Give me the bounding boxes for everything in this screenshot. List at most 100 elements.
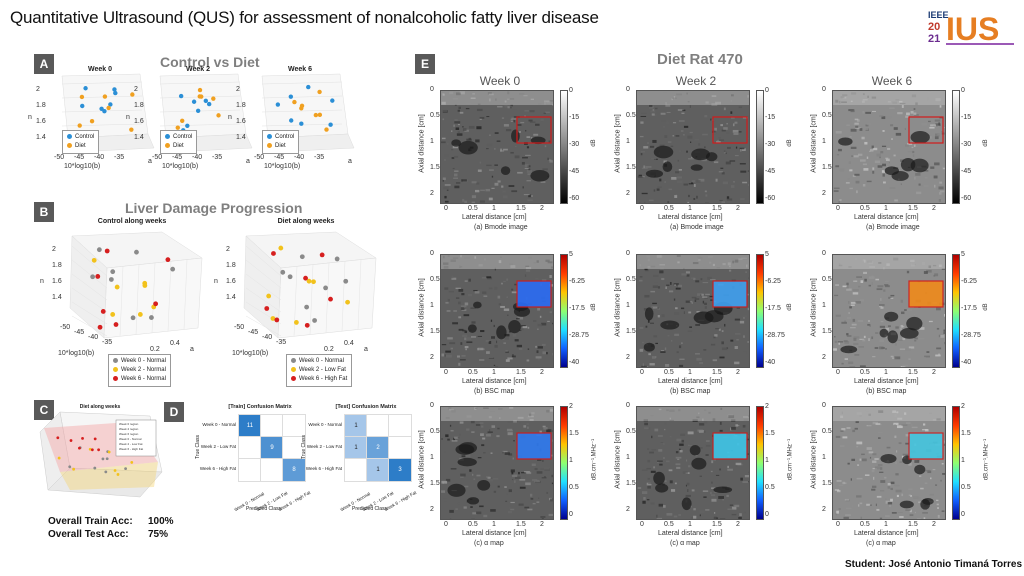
train-acc-label: Overall Train Acc: — [48, 516, 133, 527]
matrix-cell — [238, 458, 262, 482]
section-a-tag: A — [34, 54, 54, 74]
y-axis-label: True Class — [301, 435, 307, 459]
x-tick: 1.5 — [712, 521, 722, 528]
y-tick: 0.5 — [430, 112, 440, 119]
control-point — [306, 84, 311, 90]
control-point — [99, 106, 104, 111]
x-tick: -35 — [276, 339, 287, 346]
legend-entry: Week 0 - Normal — [291, 357, 347, 366]
row-class-label: Week 6 - High Fat — [199, 466, 236, 471]
colorbar-tick: -6.25 — [569, 278, 585, 285]
scatter3d-week-1: Week 2 Control Diet 2 1.8 1.6 1.4 n -50 -45 -40 -35… — [126, 66, 258, 178]
svm-point — [107, 450, 111, 454]
diet-point — [79, 94, 85, 100]
control-point — [108, 102, 113, 107]
svg-text:Week 0 - Normal: Week 0 - Normal — [119, 437, 142, 441]
y-tick: 0 — [626, 250, 630, 257]
logo-ius: IUS — [946, 11, 999, 47]
week-point — [114, 284, 120, 290]
colorbar-tick: -60 — [569, 195, 580, 202]
week-column-title: Week 0 — [479, 74, 521, 88]
matrix-cell — [238, 436, 262, 460]
svm-point — [101, 457, 105, 461]
control-point — [299, 121, 304, 126]
legend: Control Diet — [160, 130, 198, 154]
colorbar-tick: -30 — [569, 141, 580, 148]
matrix-cell: 1 — [366, 458, 390, 482]
plot-title: Week 2 — [186, 66, 210, 73]
control-point — [80, 103, 85, 109]
legend-dot — [267, 142, 272, 148]
x-tick: 2 — [736, 521, 740, 528]
roi-box — [712, 432, 748, 460]
z-axis-label: a — [364, 346, 368, 353]
y-tick: 0 — [430, 250, 434, 257]
x-tick: 0.5 — [860, 369, 870, 376]
x-tick: -40 — [294, 154, 305, 161]
week-point — [264, 306, 270, 311]
week-point — [278, 245, 284, 251]
y-tick: 1 — [626, 302, 630, 309]
week-column-title: Week 6 — [871, 74, 913, 88]
week-point — [108, 277, 114, 282]
svm-point — [104, 470, 108, 474]
control-point — [191, 99, 197, 104]
matrix-cell: 11 — [238, 414, 262, 438]
x-tick: 2 — [540, 205, 544, 212]
scatter3d-week-2: Week 6 Control Diet 2 1.8 1.6 1.4 n -50 -45 -40 -35… — [228, 66, 360, 178]
y-axis-label: Axial distance [cm] — [614, 114, 622, 173]
x-tick: 0.5 — [664, 205, 674, 212]
svm-point — [88, 447, 92, 451]
svg-text:Week 6 - High Fat: Week 6 - High Fat — [119, 447, 143, 451]
z-tick: 0.2 — [324, 346, 334, 353]
week-point — [153, 301, 159, 307]
y-tick: 1.4 — [226, 294, 236, 301]
week-point — [334, 256, 340, 262]
week-point — [303, 275, 308, 281]
section-e-heading: Diet Rat 470 — [657, 51, 743, 68]
week-point — [110, 269, 116, 275]
week-point — [280, 269, 286, 275]
week-column-title: Week 2 — [675, 74, 717, 88]
roi-box — [908, 432, 944, 460]
z-axis-label: a — [190, 346, 194, 353]
svm-3d-plot: Week 0 region Week 2 region Week 6 regio… — [30, 402, 170, 510]
roi-box — [516, 116, 552, 144]
svg-text:Week 2 region: Week 2 region — [119, 427, 139, 431]
week-point — [304, 304, 310, 310]
y-tick: 2 — [134, 86, 138, 93]
legend-entry: Diet — [165, 142, 192, 151]
x-tick: 2 — [736, 369, 740, 376]
x-tick: 0 — [444, 205, 448, 212]
ultrasound-image-r1-c1 — [636, 254, 750, 368]
colorbar-tick: -28.75 — [765, 332, 785, 339]
y-tick: 1 — [822, 302, 826, 309]
y-tick: 0 — [430, 402, 434, 409]
z-tick: 0.4 — [170, 340, 180, 347]
y-tick: 0.5 — [626, 112, 636, 119]
y-tick: 1.5 — [626, 328, 636, 335]
control-point — [185, 123, 190, 128]
y-axis-label: Axial distance [cm] — [418, 114, 426, 173]
colorbar-tick: 0 — [569, 511, 573, 518]
y-tick: 1 — [822, 138, 826, 145]
confusion-matrix-train: [Train] Confusion Matrix 11 9 8 Week 0 - Nor… — [190, 404, 311, 524]
diet-point — [211, 96, 216, 101]
y-tick: 2 — [626, 354, 630, 361]
z-axis-label: a — [348, 158, 352, 165]
diet-point — [324, 127, 329, 132]
legend-dot — [267, 133, 272, 139]
section-b-tag: B — [34, 202, 54, 222]
control-point — [275, 102, 281, 107]
legend: Week 0 - Normal Week 2 - Low Fat Week 6 - … — [286, 354, 353, 387]
x-tick: 1.5 — [712, 205, 722, 212]
test-acc-label: Overall Test Acc: — [48, 529, 129, 540]
legend-entry: Week 2 - Normal — [113, 366, 166, 375]
svm-point — [78, 446, 81, 450]
colorbar-tick: -40 — [961, 359, 972, 366]
week-point — [306, 278, 312, 284]
diet-point — [77, 123, 82, 128]
y-tick: 0 — [822, 250, 826, 257]
x-tick: 0.5 — [664, 369, 674, 376]
matrix-cell: 1 — [344, 414, 368, 438]
